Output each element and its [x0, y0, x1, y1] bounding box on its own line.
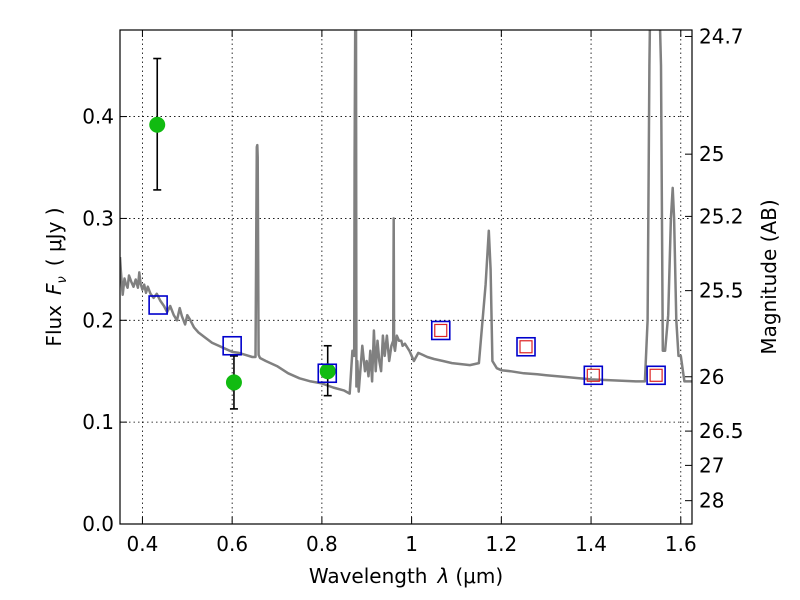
- x-tick-label: 1.6: [665, 532, 697, 556]
- observed-point: [319, 363, 336, 380]
- y-axis-title: FluxFν( μJy ): [42, 207, 70, 346]
- y-tick-label: 0.0: [82, 512, 114, 536]
- x-tick-label: 1.2: [485, 532, 517, 556]
- model-point: [516, 336, 536, 357]
- x-tick-label: 0.8: [306, 532, 338, 556]
- model-point-inner: [649, 368, 663, 382]
- y-tick-label: 0.2: [82, 308, 114, 332]
- plot-frame: [119, 29, 693, 525]
- model-point: [317, 363, 338, 384]
- x-axis-title: Wavelength λ (μm): [309, 564, 503, 588]
- model-photometry-layer: [148, 295, 666, 386]
- x-tick-label: 1.4: [575, 532, 607, 556]
- model-point: [583, 365, 604, 386]
- model-point: [646, 365, 666, 386]
- model-point-inner: [519, 340, 533, 354]
- x-tick-label: 0.4: [127, 532, 159, 556]
- y-tick-label: 0.1: [82, 410, 114, 434]
- observed-point: [225, 374, 242, 391]
- model-point-inner: [586, 368, 600, 382]
- model-point: [148, 295, 168, 315]
- y2-tick-label: 25.5: [699, 279, 744, 303]
- y2-tick-label: 26: [699, 365, 724, 389]
- y2-tick-label: 25: [699, 142, 724, 166]
- x-tick-label: 0.6: [216, 532, 248, 556]
- y2-tick-label: 27: [699, 453, 724, 477]
- axis-ticks: 0.4 0.6 0.8 1 1.2 1.4 1.6 0.0 0.1 0.2 0.3 0.4 24.7 25…: [82, 24, 743, 556]
- x-tick-label: 1: [405, 532, 418, 556]
- y-tick-label: 0.3: [82, 206, 114, 230]
- model-point: [430, 320, 451, 341]
- y2-tick-label: 28: [699, 489, 724, 513]
- observed-points-layer: [149, 57, 336, 410]
- y2-tick-label: 25.2: [699, 204, 744, 228]
- y2-tick-label: 26.5: [699, 419, 744, 443]
- observed-point: [149, 116, 166, 133]
- y2-axis-title: Magnitude (AB): [757, 199, 781, 354]
- model-point: [222, 335, 242, 356]
- model-point-inner: [434, 323, 448, 338]
- y2-tick-label: 24.7: [699, 24, 744, 48]
- y-tick-label: 0.4: [82, 105, 114, 129]
